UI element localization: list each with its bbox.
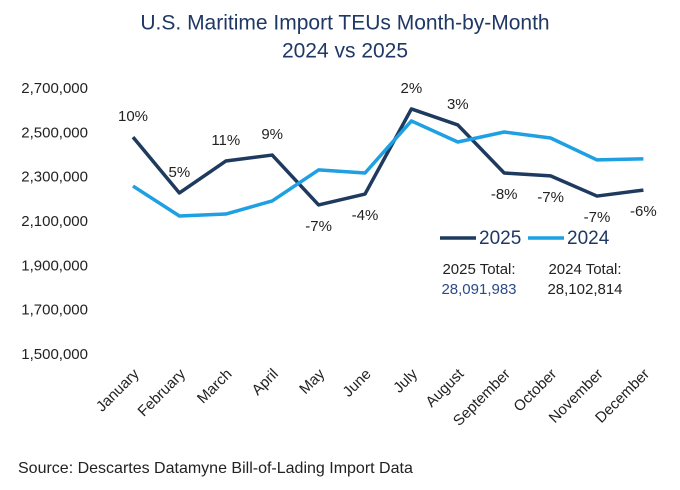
chart-subtitle: 2024 vs 2025 [282, 40, 408, 63]
total-value: 28,102,814 [547, 281, 622, 298]
x-tick-label: March [194, 366, 235, 407]
y-tick-label: 1,700,000 [21, 302, 88, 319]
x-tick-label: June [340, 366, 375, 401]
annotation: 3% [447, 96, 469, 113]
annotation: -4% [352, 207, 379, 224]
annotation: 5% [169, 164, 191, 181]
source: Source: Descartes Datamyne Bill-of-Ladin… [18, 460, 413, 477]
x-tick-label: May [296, 365, 328, 397]
chart-title: U.S. Maritime Import TEUs Month-by-Month [140, 12, 549, 35]
line-series [131, 107, 644, 207]
y-tick-label: 2,300,000 [21, 169, 88, 186]
legend-label: 2025 [479, 228, 521, 249]
y-tick-label: 2,700,000 [21, 80, 88, 97]
x-tick-label: February [135, 365, 190, 420]
x-tick-label: April [249, 366, 282, 399]
y-tick-label: 2,100,000 [21, 213, 88, 230]
annotation: -6% [630, 203, 657, 220]
legend-label: 2024 [567, 228, 610, 249]
annotation: 9% [261, 126, 283, 143]
annotation: -7% [305, 218, 332, 235]
annotation: -8% [491, 186, 518, 203]
y-tick-label: 1,900,000 [21, 257, 88, 274]
x-tick-label: August [422, 365, 468, 411]
annotation: 11% [211, 132, 240, 149]
y-tick-label: 2,500,000 [21, 124, 88, 141]
line-series [132, 119, 644, 218]
total-label: 2025 Total: [442, 261, 515, 278]
annotation: -7% [584, 209, 611, 226]
total-value: 28,091,983 [441, 281, 516, 298]
annotation: 2% [401, 80, 423, 97]
total-label: 2024 Total: [548, 261, 621, 278]
annotation: 10% [118, 108, 148, 125]
y-tick-label: 1,500,000 [21, 346, 88, 363]
annotation: -7% [537, 189, 564, 206]
x-tick-label: July [390, 365, 421, 396]
